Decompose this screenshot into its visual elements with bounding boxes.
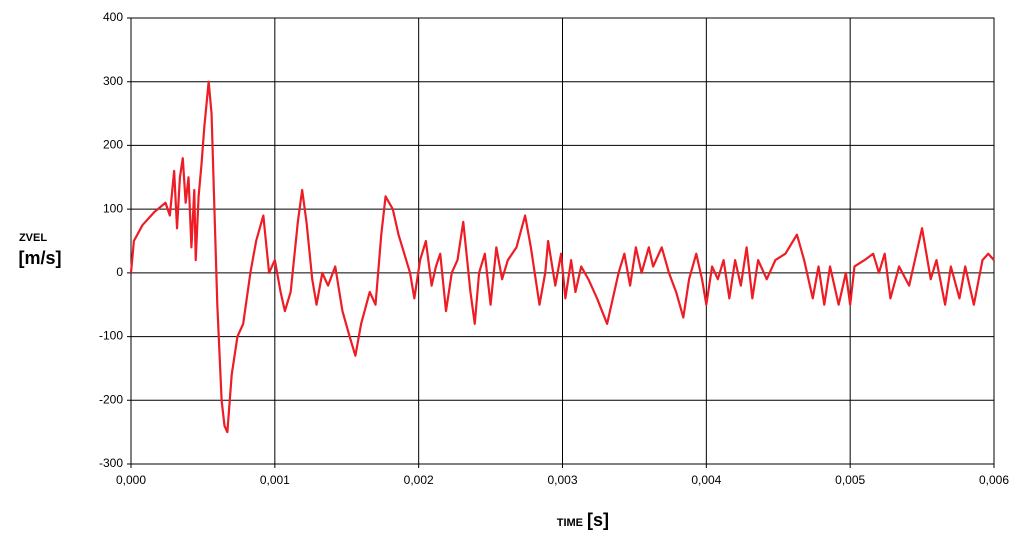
x-axis-unit: [s] (587, 510, 609, 530)
y-axis-unit: [m/s] (18, 248, 61, 268)
x-tick-label: 0,003 (547, 473, 577, 487)
x-tick-label: 0,004 (691, 473, 721, 487)
y-tick-label: 0 (116, 265, 123, 279)
y-tick-label: 300 (103, 74, 123, 88)
y-tick-label: 400 (103, 10, 123, 24)
y-tick-label: 100 (103, 201, 123, 215)
x-tick-label: 0,005 (835, 473, 865, 487)
x-axis-label: TIME (557, 517, 583, 529)
x-tick-label: 0,001 (260, 473, 290, 487)
x-tick-label: 0,002 (404, 473, 434, 487)
y-tick-label: -200 (99, 392, 123, 406)
x-tick-label: 0,006 (979, 473, 1009, 487)
y-tick-label: -300 (99, 456, 123, 470)
plot-frame (130, 17, 995, 465)
data-line (129, 80, 995, 434)
x-tick-label: 0,000 (116, 473, 146, 487)
y-tick-label: 200 (103, 138, 123, 152)
y-axis-label: ZVEL (19, 232, 47, 244)
y-tick-label: -100 (99, 329, 123, 343)
